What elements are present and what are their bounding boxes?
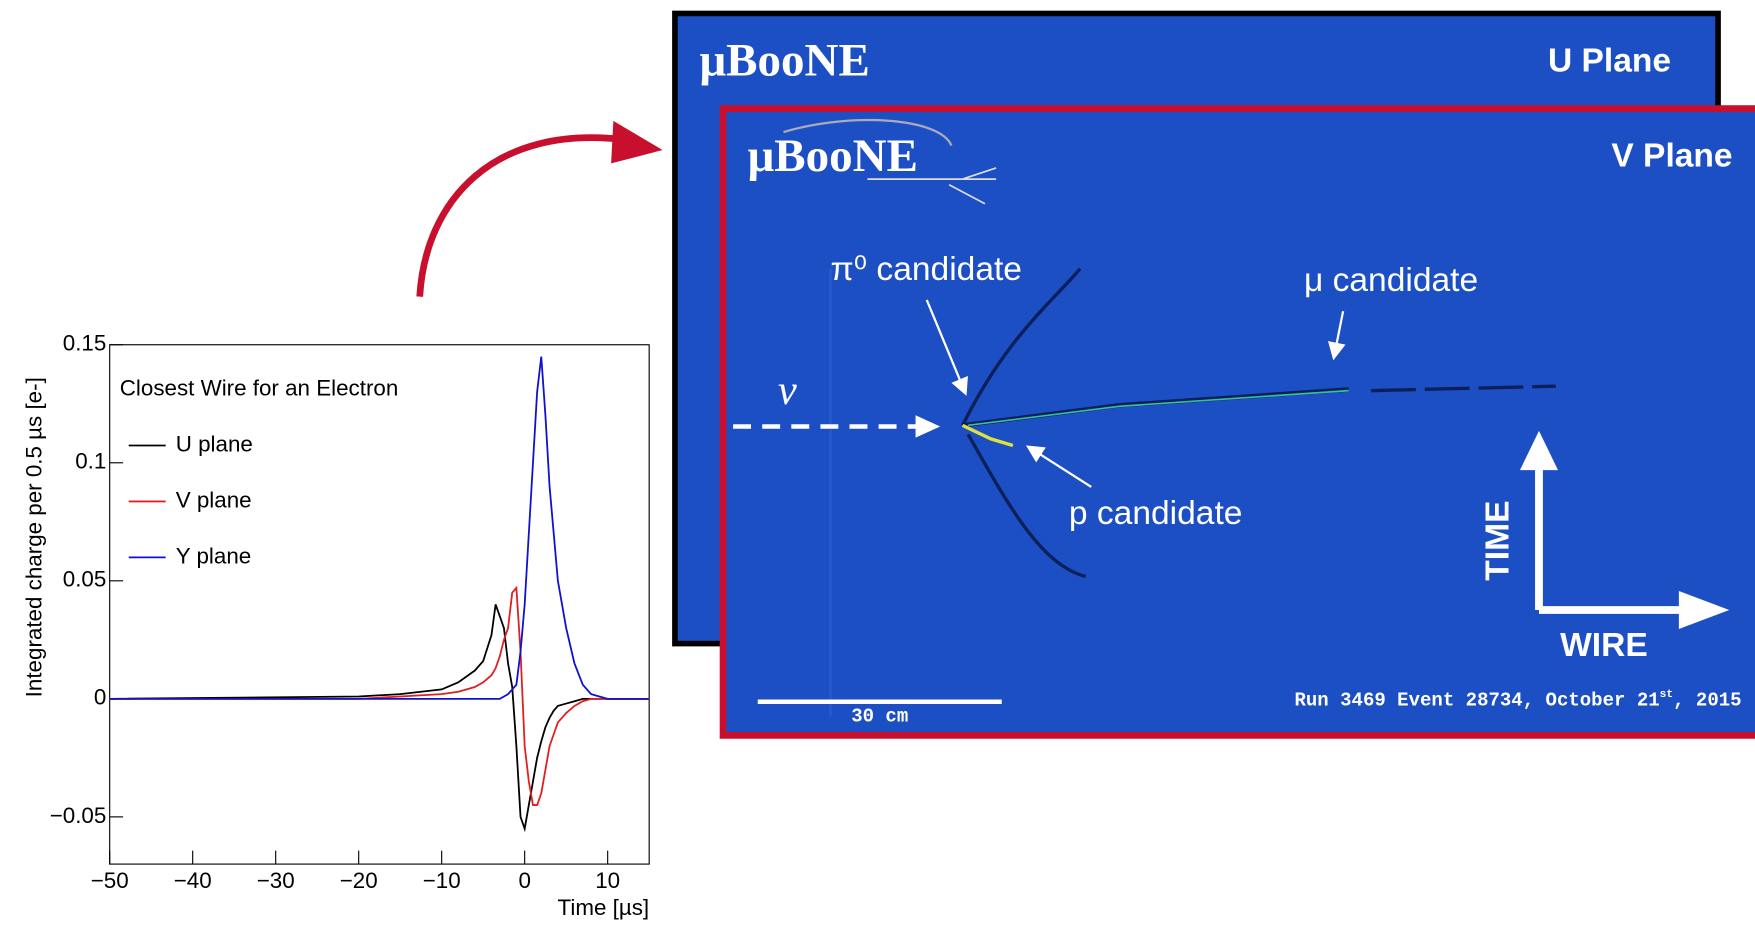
y-tick-label: 0.1 [75,449,106,474]
x-tick-label: 10 [595,868,620,893]
legend-label: Y plane [176,543,251,568]
x-tick-label: 0 [518,868,530,893]
y-tick-label: 0.15 [63,331,107,356]
x-tick-label: −30 [257,868,295,893]
run-end: , 2015 [1673,690,1741,712]
x-tick-label: −10 [423,868,461,893]
logo: μBooNE [700,35,870,87]
annotation: π⁰ candidate [830,251,1022,288]
y-tick-label: 0.05 [63,567,107,592]
plane-label: U Plane [1548,43,1671,80]
run-sup: st [1660,689,1673,701]
axis-label: TIME [1480,501,1517,581]
series-line [109,604,650,833]
logo: μBooNE [748,130,918,182]
legend-label: U plane [176,431,253,456]
series-line [109,356,650,700]
pointer-arrow-head [611,120,663,164]
plot-frame [109,344,650,865]
x-tick-label: −50 [91,868,129,893]
y-tick-label: 0 [94,685,106,710]
run-info: Run 3469 Event 28734, October 21st, 2015 [1294,689,1741,712]
neutrino-label: ν [778,367,797,414]
annotation: p candidate [1069,495,1243,532]
plane-label: V Plane [1611,138,1732,175]
scale-label: 30 cm [851,705,908,727]
legend-title: Closest Wire for an Electron [120,375,399,400]
legend-label: V plane [176,487,252,512]
x-tick-label: −20 [340,868,378,893]
v-plane-panel: μBooNE V Plane π⁰ candidate μ candidate … [719,105,1755,739]
y-axis-label: Integrated charge per 0.5 µs [e-] [22,377,47,697]
run-text: Run 3469 Event 28734, October 21 [1294,690,1659,712]
axis-label: WIRE [1560,627,1648,664]
y-tick-label: −0.05 [50,803,107,828]
pointer-arrow [416,134,628,297]
x-axis-label: Time [µs] [558,895,650,920]
x-tick-label: −40 [174,868,212,893]
series-line [109,585,650,806]
annotation: μ candidate [1304,262,1478,299]
